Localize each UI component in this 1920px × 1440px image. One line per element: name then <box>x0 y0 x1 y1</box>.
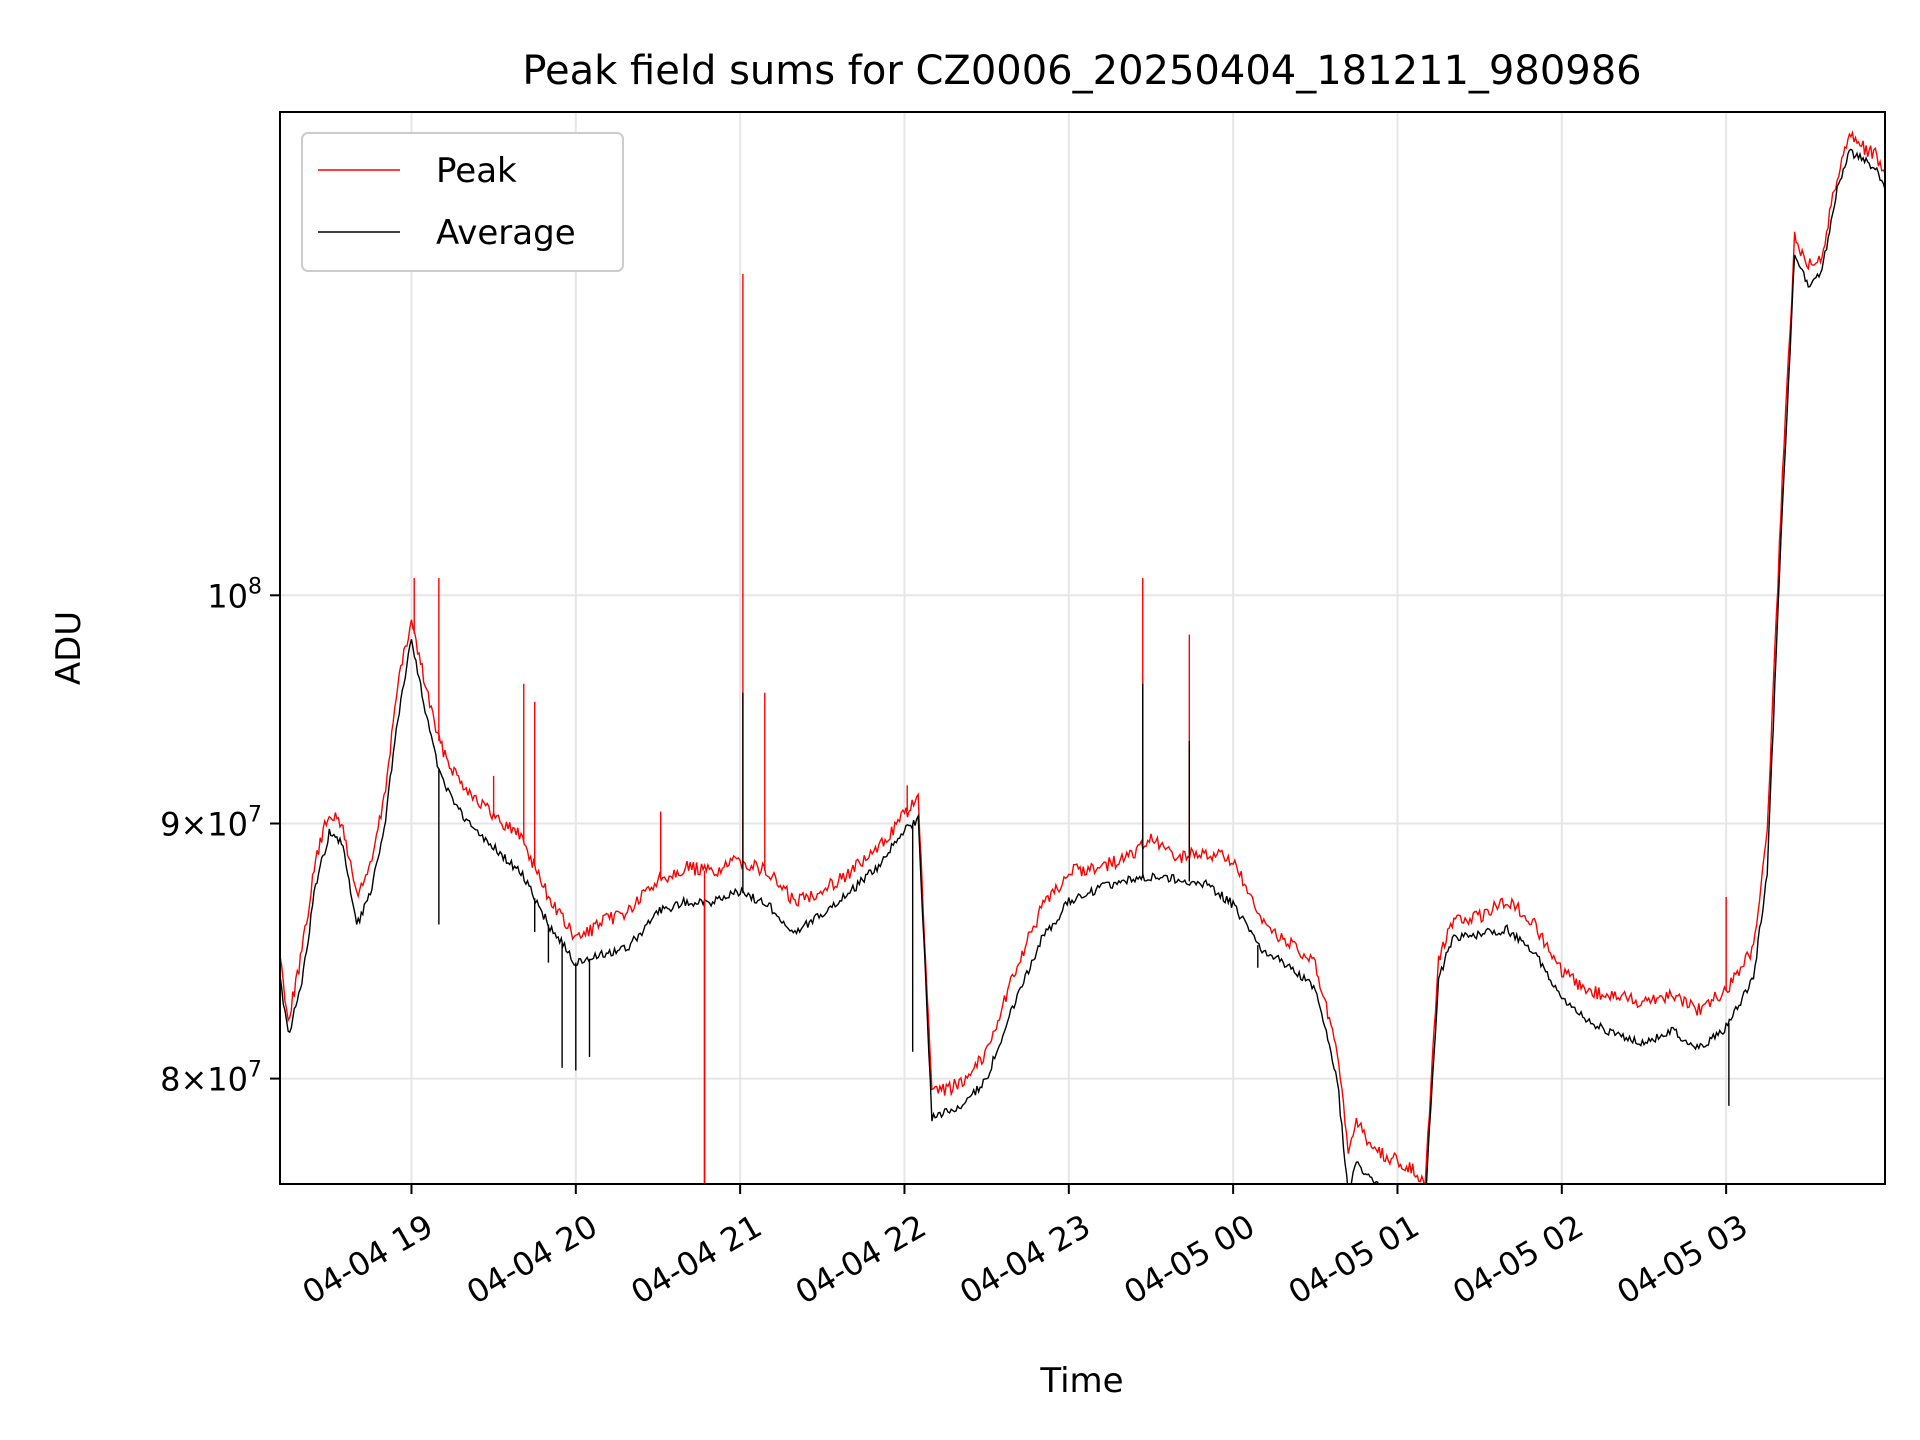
series-line-average <box>280 148 1885 1184</box>
y-tick-label: 9×107 <box>160 802 262 843</box>
legend-label-average: Average <box>436 213 576 253</box>
legend-box <box>301 132 624 272</box>
plot-area <box>280 130 1885 1184</box>
x-axis-label: Time <box>1039 1361 1123 1401</box>
grid <box>280 112 1885 1184</box>
legend: Peak Average <box>301 132 624 272</box>
axes-frame <box>279 111 1886 1185</box>
legend-label-peak: Peak <box>436 151 517 191</box>
chart-title: Peak field sums for CZ0006_20250404_1812… <box>522 48 1641 94</box>
y-tick-label: 108 <box>207 574 262 615</box>
y-tick-label: 8×107 <box>160 1058 262 1099</box>
y-axis-label: ADU <box>49 611 89 685</box>
series-line-peak <box>280 130 1885 1184</box>
